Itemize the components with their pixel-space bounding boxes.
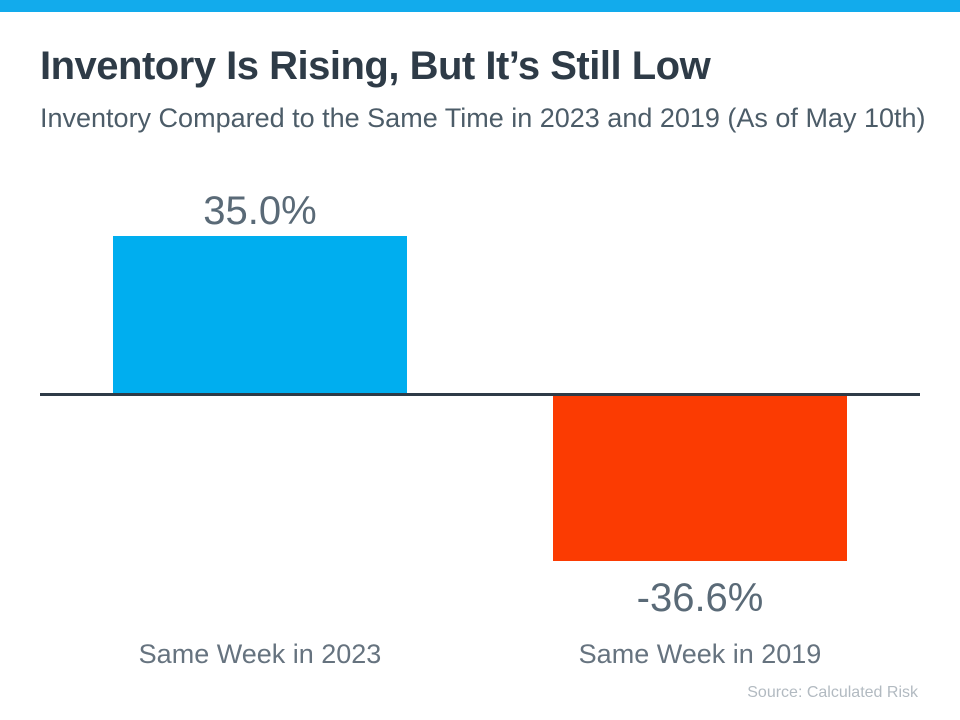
top-accent-bar	[0, 0, 960, 12]
category-label-2023: Same Week in 2023	[138, 639, 382, 669]
page-subtitle: Inventory Compared to the Same Time in 2…	[40, 103, 926, 133]
source-attribution: Source: Calculated Risk	[747, 684, 918, 701]
category-label-2019: Same Week in 2019	[578, 639, 822, 669]
bar-same-week-2023	[113, 235, 407, 393]
x-axis-line	[40, 393, 920, 396]
data-label-2023: 35.0%	[203, 188, 317, 233]
page-title: Inventory Is Rising, But It’s Still Low	[40, 44, 711, 88]
data-label-2019: -36.6%	[636, 575, 764, 620]
bar-same-week-2019	[553, 396, 847, 561]
